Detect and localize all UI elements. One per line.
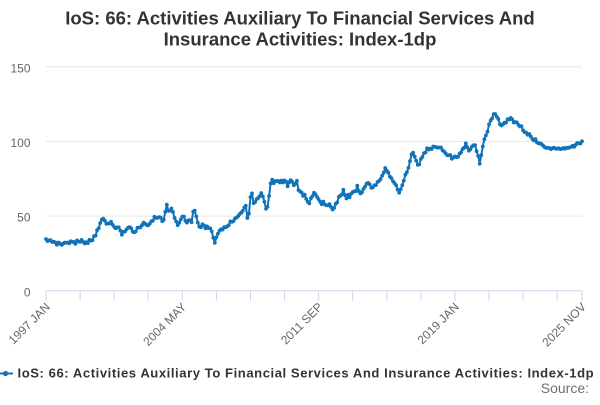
svg-text:150: 150 [10, 61, 30, 75]
svg-text:Insurance Activities: Index-1d: Insurance Activities: Index-1dp [164, 29, 437, 50]
svg-text:0: 0 [24, 285, 31, 299]
svg-text:100: 100 [10, 136, 30, 150]
svg-text:IoS: 66: Activities Auxiliary: IoS: 66: Activities Auxiliary To Financi… [65, 8, 535, 29]
svg-text:Source:: Source: [541, 380, 589, 396]
svg-text:50: 50 [17, 211, 31, 225]
svg-text:IoS: 66: Activities Auxiliary: IoS: 66: Activities Auxiliary To Financi… [18, 366, 595, 381]
